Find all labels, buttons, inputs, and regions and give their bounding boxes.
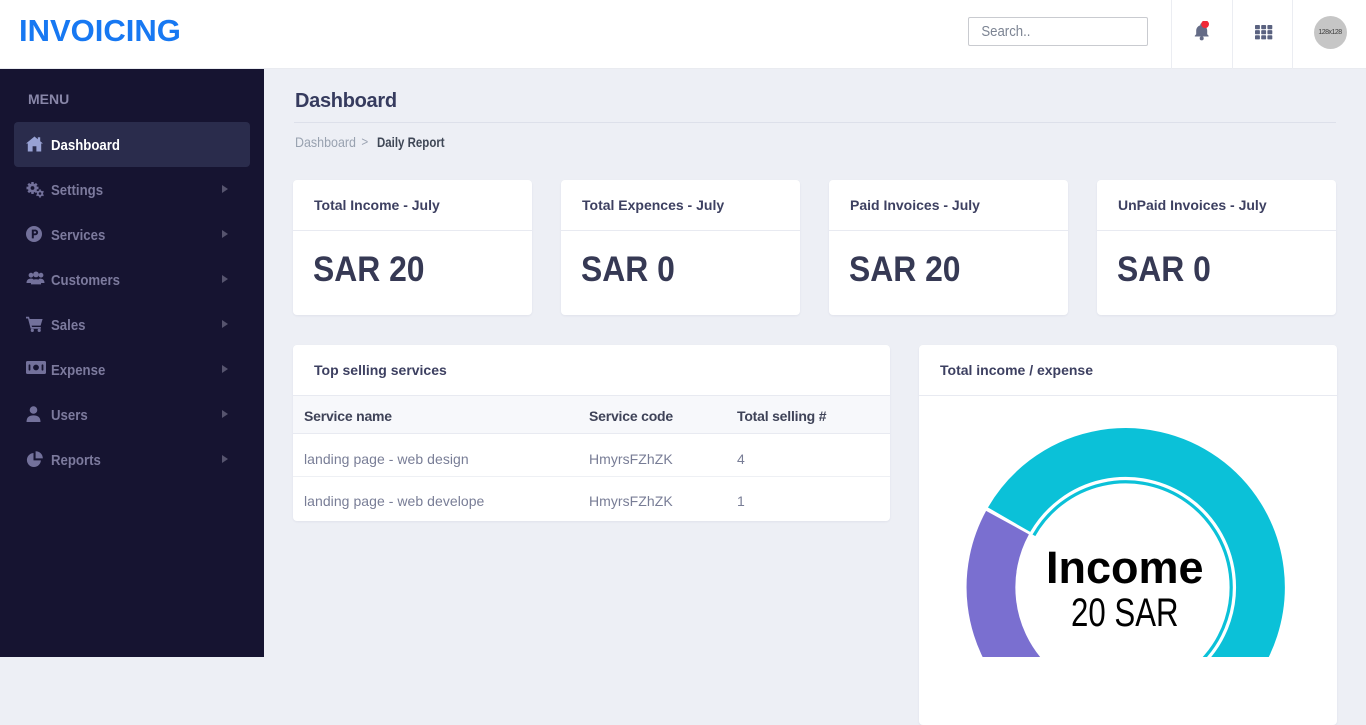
svg-text:Income: Income: [1046, 542, 1204, 593]
svg-text:20 SAR: 20 SAR: [1071, 591, 1179, 635]
